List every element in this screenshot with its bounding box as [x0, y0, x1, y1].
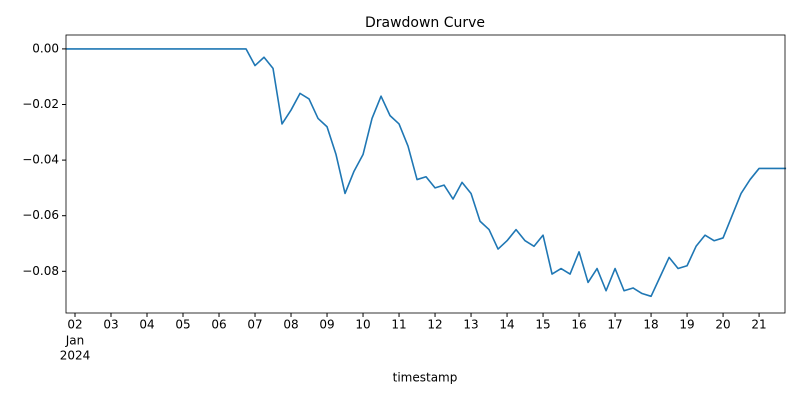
chart-title: Drawdown Curve — [365, 15, 485, 31]
x-tick-label: 19 — [679, 318, 694, 332]
x-tick-label: 15 — [535, 318, 550, 332]
plot-frame — [65, 34, 786, 314]
x-tick-label: 06 — [211, 318, 226, 332]
y-tick-label: −0.02 — [22, 97, 59, 111]
y-tick-label: −0.04 — [22, 153, 59, 167]
x-tick-label: 09 — [319, 318, 334, 332]
x-tick-label: 18 — [643, 318, 658, 332]
x-tick-label: 13 — [463, 318, 478, 332]
x-tick-label: 11 — [391, 318, 406, 332]
x-tick-label: 21 — [751, 318, 766, 332]
x-tick-label: 12 — [427, 318, 442, 332]
y-tick-label: −0.06 — [22, 208, 59, 222]
x-tick-label: 17 — [607, 318, 622, 332]
y-tick-label: −0.08 — [22, 264, 59, 278]
x-tick-label: 03 — [103, 318, 118, 332]
x-tick-label: 05 — [175, 318, 190, 332]
x-tick-label: 08 — [283, 318, 298, 332]
x-tick-label: 02 — [67, 318, 82, 332]
month-label: Jan — [65, 334, 85, 348]
year-label: 2024 — [60, 349, 91, 363]
x-axis-label: timestamp — [393, 371, 458, 385]
x-tick-label: 04 — [139, 318, 154, 332]
x-tick-label: 14 — [499, 318, 514, 332]
x-tick-label: 20 — [715, 318, 730, 332]
y-tick-label: 0.00 — [32, 41, 59, 55]
drawdown-line — [66, 48, 787, 298]
x-tick-label: 07 — [247, 318, 262, 332]
x-tick-label: 16 — [571, 318, 586, 332]
x-tick-label: 10 — [355, 318, 370, 332]
